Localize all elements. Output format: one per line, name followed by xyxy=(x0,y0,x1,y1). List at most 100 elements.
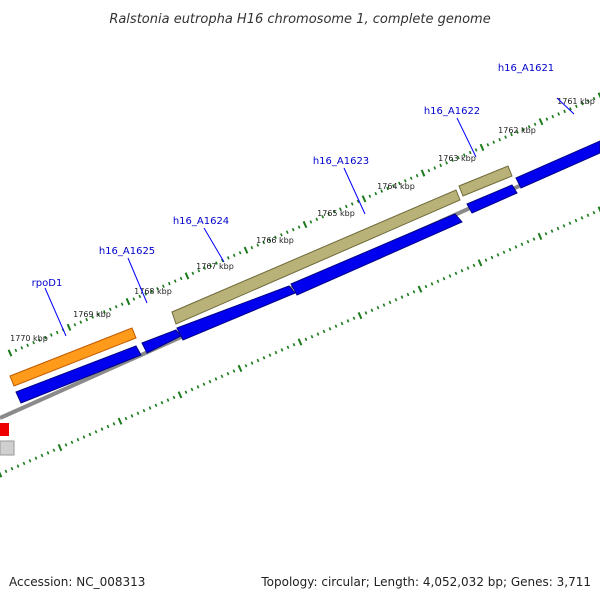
inner-tick xyxy=(550,229,554,233)
inner-tick xyxy=(94,430,98,434)
inner-tick xyxy=(117,417,123,425)
inner-tick xyxy=(514,245,518,249)
outer-tick xyxy=(479,143,485,152)
outer-tick xyxy=(368,194,372,198)
inner-tick xyxy=(274,350,278,355)
inner-tick xyxy=(82,435,86,439)
inner-tick xyxy=(562,224,566,228)
inner-tick xyxy=(286,345,290,350)
inner-tick xyxy=(568,221,572,225)
outer-tick xyxy=(32,340,35,345)
outer-tick xyxy=(321,215,325,219)
outer-tick xyxy=(563,109,566,114)
outer-tick xyxy=(49,333,53,337)
inner-tick-ring xyxy=(0,206,600,478)
inner-tick xyxy=(520,242,524,247)
gene-label-rpoD1[interactable]: rpoD1 xyxy=(32,278,63,289)
rpoD1-feature[interactable] xyxy=(9,327,137,387)
outer-tick xyxy=(55,330,59,335)
outer-tick xyxy=(285,230,289,234)
cds-segment-h16-A1622[interactable] xyxy=(466,184,518,214)
outer-tick xyxy=(226,256,230,260)
cds-segment-h16-A1621[interactable] xyxy=(515,140,600,189)
outer-tick xyxy=(38,338,41,342)
kbp-label: 1763 kbp xyxy=(438,154,476,163)
outer-tick xyxy=(474,148,478,152)
outer-tick xyxy=(392,184,395,188)
outer-tick xyxy=(97,312,100,317)
gene-label-h16-A1624[interactable]: h16_A1624 xyxy=(173,216,229,227)
leader-rpoD1 xyxy=(44,287,67,337)
outer-tick xyxy=(569,107,572,111)
outer-tick xyxy=(191,271,195,276)
cds-segment-1[interactable] xyxy=(15,345,142,404)
left-gray-feature[interactable] xyxy=(0,440,15,456)
leader-h16-A1624 xyxy=(203,227,225,263)
inner-tick xyxy=(154,403,158,408)
outer-tick xyxy=(167,281,171,286)
inner-tick xyxy=(340,321,344,326)
inner-tick xyxy=(556,226,560,231)
outer-tick xyxy=(374,191,378,196)
outer-tick xyxy=(380,189,384,193)
outer-tick xyxy=(238,251,242,255)
outer-tick xyxy=(125,297,131,306)
inner-tick xyxy=(184,390,188,394)
outer-tick xyxy=(108,307,112,312)
inner-tick xyxy=(244,364,248,368)
inner-tick xyxy=(40,453,44,458)
inner-tick xyxy=(22,461,26,466)
leader-h16-A1623 xyxy=(343,167,366,215)
inner-tick xyxy=(136,411,140,416)
outer-tick xyxy=(356,199,360,204)
kbp-label: 1761 kbp xyxy=(557,97,595,106)
inner-tick xyxy=(472,263,476,268)
inner-tick xyxy=(142,408,146,413)
inner-tick xyxy=(502,250,506,254)
cds-segment-h16-A1624[interactable] xyxy=(176,285,296,341)
inner-tick xyxy=(124,416,128,421)
inner-tick xyxy=(454,271,458,276)
inner-tick xyxy=(394,298,398,302)
outer-tick xyxy=(533,122,537,126)
outer-tick xyxy=(302,220,308,229)
leader-h16-A1625 xyxy=(127,257,148,304)
gene-label-h16-A1623[interactable]: h16_A1623 xyxy=(313,156,369,167)
inner-tick xyxy=(256,358,260,363)
outer-tick xyxy=(415,173,419,178)
kbp-label: 1765 kbp xyxy=(317,209,355,218)
inner-tick xyxy=(412,290,416,294)
inner-tick xyxy=(532,237,536,241)
outer-tick xyxy=(274,235,277,240)
outer-tick xyxy=(516,130,519,134)
inner-tick xyxy=(508,247,512,252)
left-red-feature[interactable] xyxy=(0,423,9,436)
gene-label-h16-A1622[interactable]: h16_A1622 xyxy=(424,106,480,117)
inner-tick xyxy=(436,279,440,284)
inner-tick xyxy=(208,379,212,384)
topology-summary-text: Topology: circular; Length: 4,052,032 bp… xyxy=(260,575,591,589)
outer-tick xyxy=(44,335,47,340)
outer-tick xyxy=(551,114,555,119)
gene-label-h16-A1625[interactable]: h16_A1625 xyxy=(99,246,155,257)
inner-tick xyxy=(202,382,206,386)
inner-tick xyxy=(232,369,236,373)
outer-tick xyxy=(144,292,148,296)
outer-tick xyxy=(243,246,249,254)
tan-feature-h16-A1622[interactable] xyxy=(458,165,513,197)
outer-tick xyxy=(327,212,330,216)
inner-tick xyxy=(586,213,590,218)
inner-tick xyxy=(322,329,326,334)
outer-tick xyxy=(575,104,578,109)
tan-feature-h16-A1623[interactable] xyxy=(171,189,461,325)
inner-tick xyxy=(0,471,3,478)
inner-tick xyxy=(70,440,74,445)
inner-tick xyxy=(130,414,134,418)
inner-tick xyxy=(226,371,230,376)
outer-tick xyxy=(457,155,460,160)
cds-segment-h16-A1623[interactable] xyxy=(290,213,463,296)
gene-label-h16-A1621[interactable]: h16_A1621 xyxy=(498,63,554,74)
inner-tick xyxy=(496,253,500,257)
kbp-label: 1762 kbp xyxy=(498,126,536,135)
inner-tick xyxy=(357,311,363,320)
